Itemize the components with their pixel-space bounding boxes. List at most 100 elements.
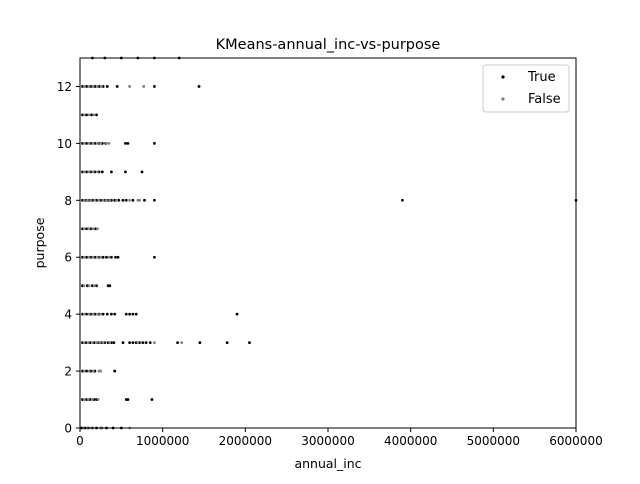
legend-label-true: True xyxy=(527,70,556,85)
scatter-point-false xyxy=(95,341,98,345)
scatter-point-false xyxy=(87,284,91,288)
scatter-point-false xyxy=(87,113,91,117)
x-tick-label: 1000000 xyxy=(136,434,189,448)
scatter-point-true xyxy=(85,255,89,259)
scatter-point-false xyxy=(128,85,132,88)
scatter-point-true xyxy=(110,170,113,174)
scatter-point-false xyxy=(99,255,103,259)
scatter-point-false xyxy=(91,141,95,145)
y-tick-label: 0 xyxy=(64,422,72,436)
scatter-point-false xyxy=(101,341,105,345)
scatter-point-false xyxy=(91,255,95,259)
scatter-point-true xyxy=(150,398,154,401)
x-tick-label: 2000000 xyxy=(219,434,272,448)
scatter-point-true xyxy=(115,85,119,88)
scatter-point-false xyxy=(82,227,86,231)
x-tick-label: 4000000 xyxy=(384,434,437,448)
scatter-point-true xyxy=(85,227,89,231)
scatter-point-true xyxy=(198,341,202,345)
scatter-point-false xyxy=(82,85,86,88)
scatter-point-false xyxy=(95,312,99,316)
scatter-point-false xyxy=(108,341,112,345)
scatter-point-true xyxy=(131,198,135,202)
scatter-point-true xyxy=(124,141,127,145)
scatter-point-false xyxy=(89,198,93,202)
scatter-point-true xyxy=(124,312,128,316)
scatter-point-true xyxy=(144,341,148,345)
scatter-point-true xyxy=(126,141,130,145)
scatter-point-true xyxy=(95,113,98,117)
scatter-point-false xyxy=(105,141,108,145)
scatter-point-false xyxy=(180,341,184,345)
scatter-point-false xyxy=(100,85,103,88)
scatter-point-true xyxy=(141,341,145,345)
scatter-point-true xyxy=(128,341,132,345)
scatter-point-false xyxy=(82,398,86,401)
scatter-point-false xyxy=(82,369,86,373)
chart-title: KMeans-annual_inc-vs-purpose xyxy=(216,37,441,53)
scatter-point-false xyxy=(142,85,146,88)
scatter-point-false xyxy=(92,284,96,288)
scatter-point-false xyxy=(136,341,140,345)
scatter-point-true xyxy=(101,255,105,259)
scatter-point-true xyxy=(235,312,239,316)
legend-marker-false xyxy=(501,97,505,101)
scatter-point-true xyxy=(110,312,113,316)
scatter-point-false xyxy=(86,341,90,345)
scatter-point-true xyxy=(128,312,132,316)
scatter-point-false xyxy=(91,227,95,231)
scatter-point-false xyxy=(87,141,91,145)
scatter-point-false xyxy=(87,255,91,259)
scatter-point-false xyxy=(82,312,86,316)
scatter-point-true xyxy=(126,398,130,401)
scatter-point-false xyxy=(87,369,91,373)
points-layer xyxy=(80,56,578,430)
scatter-point-false xyxy=(82,113,86,117)
scatter-point-true xyxy=(153,141,156,145)
scatter-point-true xyxy=(85,141,89,145)
scatter-point-false xyxy=(101,198,105,202)
scatter-point-true xyxy=(85,170,89,174)
scatter-point-false xyxy=(99,312,103,316)
scatter-point-false xyxy=(91,341,94,345)
scatter-point-false xyxy=(128,198,132,202)
scatter-point-false xyxy=(95,170,99,174)
y-tick-label: 4 xyxy=(64,308,72,322)
scatter-point-true xyxy=(105,255,108,259)
scatter-point-true xyxy=(110,255,113,259)
x-tick-label: 0 xyxy=(76,434,84,448)
scatter-point-false xyxy=(107,141,111,145)
y-axis: 0 2 4 6 8 10 12 xyxy=(57,80,80,436)
scatter-point-true xyxy=(90,113,93,117)
scatter-point-true xyxy=(148,341,152,345)
scatter-point-false xyxy=(97,198,101,202)
scatter-point-true xyxy=(124,198,128,202)
scatter-point-true xyxy=(124,170,127,174)
legend-marker-true xyxy=(501,75,505,79)
scatter-point-false xyxy=(82,170,86,174)
legend-label-false: False xyxy=(528,92,561,107)
scatter-point-true xyxy=(95,284,98,288)
scatter-point-true xyxy=(248,341,251,345)
scatter-point-false xyxy=(91,85,95,88)
scatter-point-true xyxy=(105,312,109,316)
scatter-point-false xyxy=(108,198,112,202)
y-tick-label: 2 xyxy=(64,365,72,379)
scatter-point-false xyxy=(95,255,99,259)
scatter-point-true xyxy=(113,369,117,373)
scatter-point-true xyxy=(100,170,104,174)
scatter-point-false xyxy=(87,312,91,316)
y-tick-label: 10 xyxy=(57,137,72,151)
scatter-point-true xyxy=(197,85,201,88)
scatter-point-false xyxy=(99,141,103,145)
scatter-point-false xyxy=(91,312,95,316)
scatter-point-false xyxy=(95,85,99,88)
scatter-point-false xyxy=(86,198,89,202)
y-tick-label: 8 xyxy=(64,194,72,208)
scatter-point-true xyxy=(85,113,89,117)
scatter-point-false xyxy=(82,341,86,345)
x-tick-label: 6000000 xyxy=(549,434,602,448)
scatter-point-false xyxy=(82,284,86,288)
